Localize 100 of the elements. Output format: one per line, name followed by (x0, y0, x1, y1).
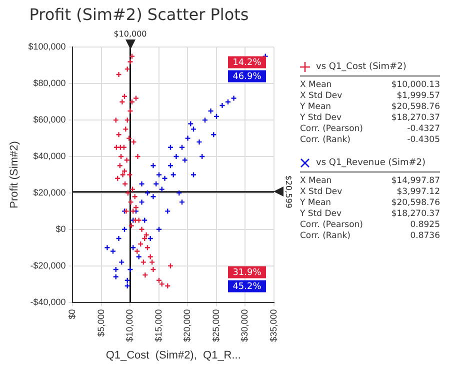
point (104, 244, 110, 251)
point (167, 144, 174, 151)
point (208, 108, 214, 114)
point (176, 190, 182, 196)
point (178, 144, 186, 151)
point (167, 262, 174, 269)
point (164, 208, 171, 214)
point (128, 98, 136, 105)
chart-title: Profit (Sim#2) Scatter Plots (29, 4, 249, 24)
x-tick-label: $25,000 (210, 309, 221, 342)
y-tick-label: -$40,000 (30, 296, 66, 307)
annotation: 31.9% (232, 268, 262, 278)
x-axis-title: Q1_Cost (Sim#2), Q1_R... (106, 349, 241, 362)
point (219, 102, 226, 109)
point (130, 244, 136, 251)
text: Y Std Dev $18,270.37 (300, 113, 440, 123)
y-axis-title: Profit (Sim#2) (8, 141, 21, 208)
point (142, 235, 148, 242)
point (124, 157, 130, 164)
point (150, 193, 156, 200)
y-tick-label: $100,000 (28, 42, 66, 52)
text: Corr. (Rank) -0.4305 (300, 135, 440, 145)
text: Y Std Dev $18,270.37 (300, 209, 440, 219)
point (110, 248, 116, 254)
point (224, 98, 232, 105)
ref-line-label: $10,000 (114, 29, 147, 38)
annotation: 14.2% (232, 58, 262, 68)
point (140, 259, 147, 266)
text: X Mean $10,000.13 (300, 80, 440, 90)
point (158, 280, 165, 288)
point (132, 193, 138, 200)
y-tick-label: $20,000 (33, 187, 66, 198)
point (122, 126, 129, 132)
text: Y Mean $20,598.76 (300, 198, 440, 208)
text: Y Mean $20,598.76 (300, 102, 440, 112)
point (178, 198, 186, 206)
point (196, 138, 202, 146)
text: Corr. (Pearson) 0.8925 (300, 220, 440, 230)
y-tick-label: -$20,000 (30, 260, 66, 270)
text: X Mean $14,997.87 (300, 176, 440, 186)
point (138, 198, 145, 206)
point (230, 95, 237, 102)
point (127, 266, 134, 273)
point (124, 282, 130, 289)
point (156, 226, 162, 232)
point (158, 186, 165, 192)
point (138, 180, 145, 187)
point (120, 144, 128, 151)
point (134, 153, 141, 160)
point (136, 217, 142, 224)
point (124, 277, 130, 284)
point (132, 204, 140, 211)
x-tick-label: $35,000 (268, 309, 278, 342)
x-tick-label: $20,000 (182, 309, 192, 342)
point (119, 98, 126, 105)
point (116, 71, 122, 78)
point (147, 235, 154, 242)
y-tick-label: $60,000 (33, 114, 66, 125)
point (167, 162, 174, 169)
point (156, 172, 162, 178)
y-tick-label: $80,000 (33, 78, 66, 88)
point (156, 277, 162, 284)
point (121, 226, 128, 232)
point (202, 116, 208, 124)
y-tick-label: $40,000 (33, 151, 66, 161)
point (117, 144, 124, 151)
point (134, 248, 140, 254)
point (132, 217, 139, 224)
legend-label: vs Q1_Cost (Sim#2) (316, 62, 406, 72)
point (120, 172, 126, 178)
point (114, 175, 121, 182)
ref-line-label: $20,599 (284, 175, 293, 208)
point (144, 190, 151, 196)
point (143, 232, 150, 238)
text: X Std Dev $3,997.12 (300, 187, 440, 197)
point (137, 240, 144, 248)
point (170, 172, 176, 178)
x-tick-label: $0 (67, 309, 78, 320)
point (162, 175, 168, 182)
point (116, 162, 123, 169)
point (150, 162, 156, 169)
point (142, 217, 148, 224)
x-tick-label: $5,000 (96, 309, 106, 337)
point (112, 274, 119, 280)
legend-label: vs Q1_Revenue (Sim#2) (316, 158, 426, 168)
point (199, 153, 206, 160)
point (136, 254, 142, 260)
point (138, 226, 145, 232)
point (127, 108, 134, 114)
point (182, 157, 188, 164)
y-tick-label: $0 (56, 224, 66, 234)
point (210, 132, 217, 138)
point (128, 222, 134, 229)
point (124, 190, 132, 196)
text: X Std Dev $1,999.57 (300, 91, 440, 101)
point (124, 116, 130, 124)
x-tick-label: $30,000 (240, 309, 250, 342)
point (121, 93, 128, 100)
point (118, 153, 124, 160)
x-tick-label: $15,000 (153, 309, 164, 342)
